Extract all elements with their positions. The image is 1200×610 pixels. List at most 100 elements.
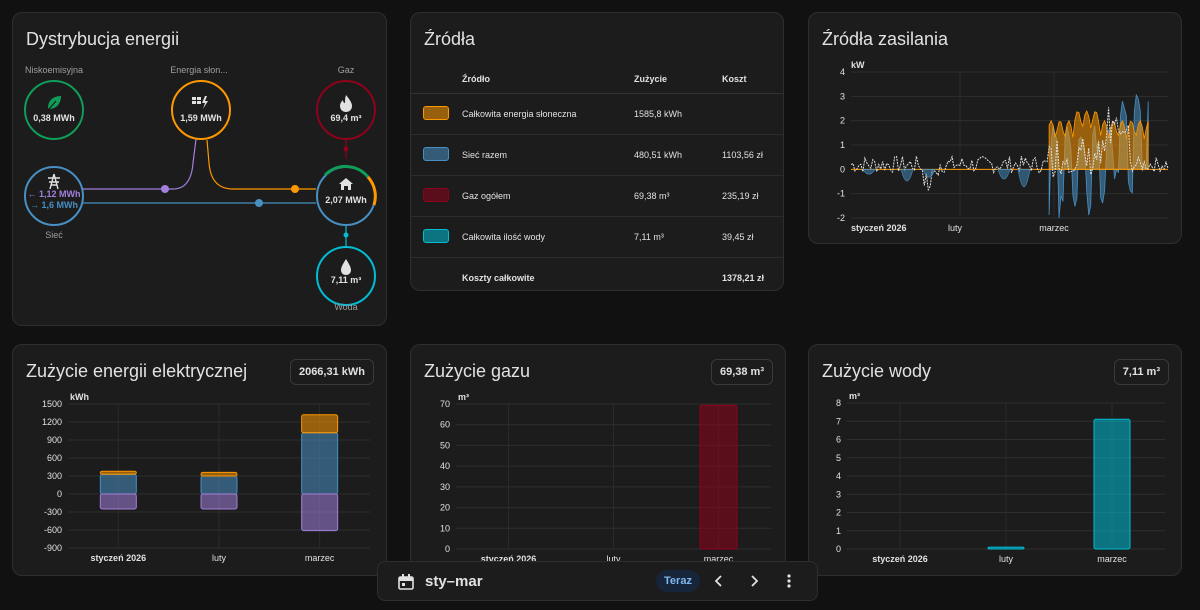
flow-dot	[343, 146, 349, 152]
y-tick-label: 6	[836, 435, 841, 445]
bar-2	[699, 404, 738, 550]
home-ring-low-carbon	[323, 164, 370, 179]
card-title: Dystrybucja energii	[26, 29, 180, 49]
header-source: Źródło	[461, 65, 633, 94]
home-value: 2,07 MWh	[325, 195, 367, 205]
table-row[interactable]: Sieć razem 480,51 kWh 1103,56 zł	[411, 134, 783, 176]
consumption-line	[850, 107, 1169, 192]
flow-dot	[343, 232, 349, 238]
header-cost: Koszt	[721, 65, 783, 94]
source-name: Całkowita ilość wody	[461, 216, 633, 258]
table-header-row: Źródło Zużycie Koszt	[411, 65, 783, 94]
y-tick-label: -300	[44, 507, 62, 517]
y-tick-label: 0	[836, 544, 841, 554]
bar-1-1	[200, 471, 238, 477]
source-usage: 69,38 m³	[633, 175, 721, 217]
flow-dot	[161, 185, 169, 193]
y-tick-label: -600	[44, 525, 62, 535]
grid-dip-1	[900, 169, 914, 182]
low-carbon-node	[24, 80, 84, 140]
source-cost: 235,19 zł	[721, 175, 783, 217]
water-node	[316, 246, 376, 306]
source-usage: 7,11 m³	[633, 216, 721, 258]
grid-dip-3	[997, 169, 1011, 180]
table-row[interactable]: Całkowita energia słoneczna 1585,8 kWh	[411, 93, 783, 135]
x-tick-label: styczeń 2026	[872, 554, 928, 564]
x-tick-label: luty	[212, 553, 227, 563]
x-tick-label: styczeń 2026	[91, 553, 147, 563]
y-tick-label: 40	[440, 461, 450, 471]
water-value: 7,11 m³	[331, 275, 362, 285]
flow-solar-to-home	[206, 139, 316, 190]
source-cost: 39,45 zł	[721, 216, 783, 258]
solar-node	[171, 80, 231, 140]
bar-2-0	[99, 493, 137, 510]
color-swatch	[423, 188, 449, 202]
y-tick-label: 10	[440, 523, 450, 533]
y-tick-label: 2	[840, 116, 845, 126]
y-axis-unit: kWh	[70, 392, 89, 402]
source-name: Sieć razem	[461, 134, 633, 176]
source-name: Gaz ogółem	[461, 175, 633, 217]
bar-0-1	[200, 475, 238, 495]
x-tick-label: marzec	[305, 553, 335, 563]
gas-label: Gaz	[338, 65, 355, 75]
bar-0-0	[99, 473, 137, 495]
source-usage: 480,51 kWh	[633, 134, 721, 176]
y-tick-label: 30	[440, 482, 450, 492]
x-tick-label: marzec	[704, 554, 734, 564]
gas-usage-card: Zużycie gazu 69,38 m³ 70 60 50 40 30 20 10 0 m³ s…	[410, 344, 786, 576]
solar-value: 1,59 MWh	[180, 113, 222, 123]
table-row[interactable]: Gaz ogółem 69,38 m³ 235,19 zł	[411, 175, 783, 217]
y-tick-label: 0	[840, 164, 845, 174]
table-row[interactable]: Całkowita ilość wody 7,11 m³ 39,45 zł	[411, 216, 783, 258]
period-label[interactable]: sty–mar	[425, 573, 483, 590]
card-title: Źródła	[424, 29, 476, 49]
total-label: Koszty całkowite	[462, 273, 535, 283]
water-chart: 8 7 6 5 4 3 2 1 0 m³ styczeń 2026 luty marzec	[836, 391, 1165, 564]
fire-icon	[340, 95, 352, 112]
x-tick-label: styczeń 2026	[481, 554, 537, 564]
sources-table: Źródło Zużycie Koszt Całkowita energia s…	[411, 65, 783, 298]
x-tick-label: marzec	[1039, 223, 1069, 233]
y-tick-label: -2	[837, 213, 845, 223]
flow-solar-to-grid	[82, 138, 197, 190]
home-icon	[339, 178, 353, 190]
chevron-right-icon[interactable]	[747, 574, 761, 588]
home-ring-solar	[366, 176, 377, 206]
y-tick-label: 300	[47, 471, 62, 481]
grid-from-value: ← 1,12 MWh	[27, 189, 80, 199]
bar-2	[1093, 418, 1131, 550]
y-tick-label: -900	[44, 543, 62, 553]
chevron-left-icon[interactable]	[712, 574, 726, 588]
total-badge: 69,38 m³	[710, 359, 773, 385]
total-badge: 7,11 m³	[1113, 359, 1169, 385]
gas-value: 69,4 m³	[330, 113, 361, 123]
bar-2-1	[200, 493, 238, 510]
grid-dip-2	[922, 169, 936, 178]
grid-to-value: → 1,6 MWh	[30, 200, 78, 210]
source-cost: 1103,56 zł	[721, 134, 783, 176]
card-title: Źródła zasilania	[822, 29, 949, 49]
y-tick-label: 0	[57, 489, 62, 499]
flow-dot	[255, 199, 263, 207]
y-axis-unit: m³	[849, 391, 860, 401]
electricity-chart: 1500 1200 900 600 300 0 -300 -600 -900 kWh styczeń…	[42, 392, 370, 563]
header-usage: Zużycie	[633, 65, 721, 94]
x-tick-label: luty	[999, 554, 1014, 564]
grid-dip-0	[862, 169, 876, 175]
x-tick-label: luty	[606, 554, 621, 564]
low-carbon-label: Niskoemisyjna	[25, 65, 83, 75]
more-vert-icon[interactable]	[783, 573, 795, 589]
color-swatch	[423, 147, 449, 161]
y-tick-label: 4	[836, 471, 841, 481]
now-button[interactable]: Teraz	[656, 570, 700, 592]
y-tick-label: 4	[840, 67, 845, 77]
y-axis-unit: kW	[851, 60, 865, 70]
solar-area	[1048, 109, 1149, 170]
y-tick-label: 900	[47, 435, 62, 445]
solar-label: Energia słon...	[170, 65, 228, 75]
source-usage: 1585,8 kWh	[633, 93, 721, 135]
x-tick-label: marzec	[1097, 554, 1127, 564]
calendar-icon[interactable]	[398, 574, 414, 590]
